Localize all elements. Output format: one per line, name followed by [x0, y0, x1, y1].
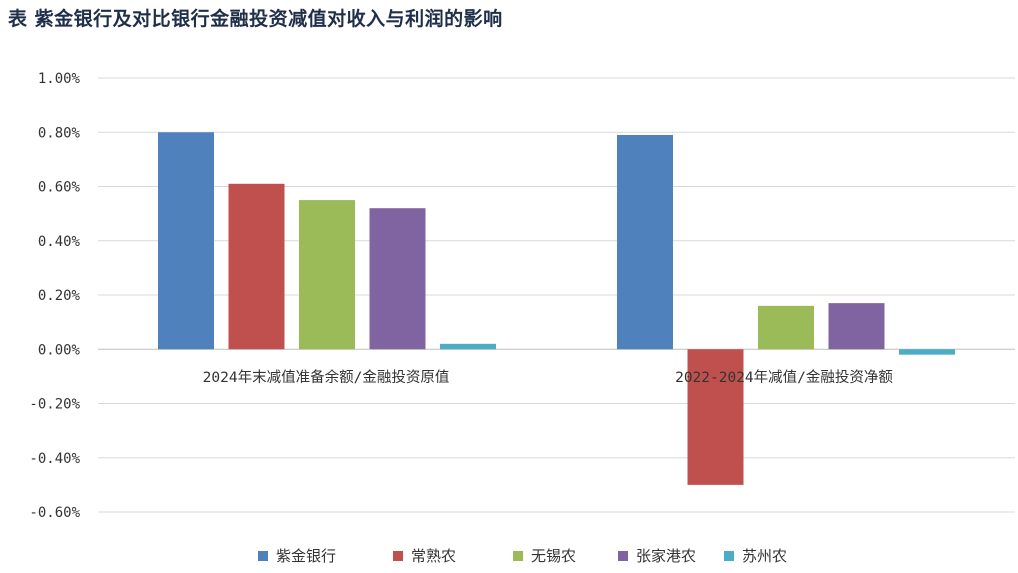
- y-tick-label: 0.60%: [38, 180, 81, 196]
- bar: [758, 305, 814, 350]
- grid-lines: [98, 77, 1015, 513]
- bar: [828, 303, 885, 350]
- legend-swatch: [393, 551, 403, 561]
- y-tick-label: 0.00%: [38, 342, 81, 358]
- bar: [369, 208, 426, 350]
- chart-title: 表 紫金银行及对比银行金融投资减值对收入与利润的影响: [8, 8, 503, 30]
- bar: [899, 349, 955, 355]
- category-label: 2024年末减值准备余额/金融投资原值: [203, 368, 450, 386]
- legend-swatch: [724, 551, 734, 561]
- y-tick-label: -0.60%: [29, 505, 80, 521]
- bar: [617, 134, 673, 350]
- y-tick-label: 0.80%: [38, 125, 81, 141]
- y-tick-label: 1.00%: [38, 71, 81, 87]
- legend-label: 常熟农: [411, 547, 456, 565]
- bar: [299, 200, 355, 350]
- legend-label: 紫金银行: [276, 547, 336, 565]
- y-tick-label: 0.20%: [38, 288, 81, 304]
- y-tick-label: -0.40%: [29, 451, 80, 467]
- legend-label: 无锡农: [531, 547, 576, 565]
- y-tick-label: -0.20%: [29, 397, 80, 413]
- legend-label: 苏州农: [742, 547, 787, 565]
- bar: [228, 183, 285, 350]
- bar: [440, 343, 496, 350]
- legend-item: 无锡农: [513, 547, 576, 565]
- bars: [158, 132, 955, 485]
- legend-item: 紫金银行: [258, 547, 336, 565]
- legend: 紫金银行 常熟农 无锡农 张家港农 苏州农: [258, 547, 787, 565]
- category-labels: 2024年末减值准备余额/金融投资原值 2022-2024年减值/金融投资净额: [203, 368, 894, 386]
- bar: [158, 132, 214, 350]
- legend-label: 张家港农: [636, 547, 696, 565]
- legend-item: 张家港农: [618, 547, 696, 565]
- bar: [687, 349, 744, 485]
- y-axis-ticks: 1.00% 0.80% 0.60% 0.40% 0.20% 0.00% -0.20% -0.4…: [29, 71, 80, 521]
- legend-item: 苏州农: [724, 547, 787, 565]
- y-tick-label: 0.40%: [38, 234, 81, 250]
- legend-item: 常熟农: [393, 547, 456, 565]
- category-label: 2022-2024年减值/金融投资净额: [675, 369, 893, 386]
- legend-swatch: [618, 551, 628, 561]
- legend-swatch: [258, 551, 268, 561]
- legend-swatch: [513, 551, 523, 561]
